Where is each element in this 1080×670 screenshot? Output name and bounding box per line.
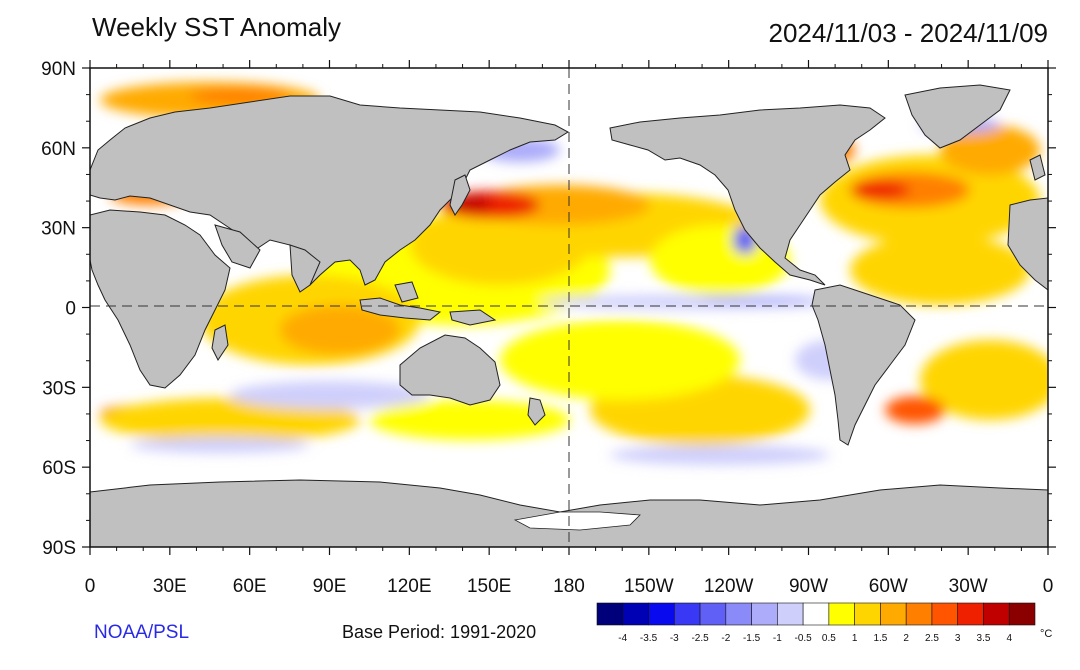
colorbar-label: -1.5: [743, 633, 761, 644]
latitude-axis: 90N 60N 30N 0 30S 60S 90S: [41, 59, 1056, 559]
colorbar-label: -3: [670, 633, 679, 644]
colorbar-swatch: [596, 602, 624, 626]
land-borneo: [394, 281, 419, 303]
land-west-africa-right: [1007, 197, 1048, 291]
land-indonesia: [359, 297, 442, 321]
land-arabia: [214, 224, 261, 269]
colorbar-swatch: [854, 602, 881, 626]
land-south-america: [811, 284, 916, 446]
lon-label: 30W: [949, 576, 988, 597]
indian-ocean-core: [280, 305, 400, 355]
colorbar-swatch: [622, 602, 649, 626]
south-atlantic-confluence: [885, 396, 945, 424]
colorbar-swatch: [802, 602, 830, 626]
colorbar-label: 4: [1006, 633, 1012, 644]
lat-label: 60S: [42, 458, 76, 479]
land-africa: [90, 209, 231, 389]
land-uk: [1029, 154, 1046, 181]
map-title: Weekly SST Anomaly: [92, 12, 342, 42]
colorbar-swatch: [777, 602, 804, 626]
colorbar-label: 2: [903, 633, 909, 644]
anomaly-field: [100, 82, 1048, 465]
lon-label: 150W: [624, 576, 674, 597]
colorbar-swatch: [905, 602, 933, 626]
colorbar-swatch: [673, 602, 701, 626]
colorbar-label: 3: [955, 633, 961, 644]
colorbar-label: 0.5: [822, 633, 836, 644]
southern-ocean-cool-1: [230, 381, 430, 409]
lat-label: 60N: [41, 139, 76, 160]
southern-ocean-cool-2: [610, 445, 830, 465]
labrador-warm: [940, 125, 1040, 175]
colorbar-label: 3.5: [977, 633, 991, 644]
colorbar-label: 2.5: [925, 633, 939, 644]
lon-label: 0: [1043, 576, 1054, 597]
lat-label: 90N: [41, 59, 76, 80]
southern-ocean-cool-3: [130, 437, 310, 453]
south-indian-yellow: [100, 398, 360, 442]
lon-label: 90E: [313, 576, 347, 597]
colorbar-swatch: [648, 602, 675, 626]
tropical-atlantic: [850, 235, 1030, 305]
lat-label: 90S: [42, 538, 76, 559]
colorbar-swatch: [751, 602, 778, 626]
colorbar-label: -1: [773, 633, 782, 644]
ross-ice-shelf: [513, 511, 641, 531]
colorbar-label: 1.5: [873, 633, 887, 644]
colorbar-swatch: [699, 602, 727, 626]
atlantic-gulfstream: [850, 181, 910, 199]
equatorial-cool-core: [700, 296, 820, 304]
colorbar: -4 -3.5 -3 -2.5 -2 -1.5 -1 -0.5 0.5 1 1.5 2 2.5 3 3.5 4: [596, 602, 1036, 644]
south-east-indian-yellow: [370, 400, 570, 440]
lat-label: 0: [65, 299, 76, 320]
colorbar-label: -2.5: [691, 633, 709, 644]
lon-label: 30E: [153, 576, 187, 597]
land: [90, 84, 1048, 547]
colorbar-swatch: [983, 602, 1010, 626]
colorbar-swatch: [931, 602, 959, 626]
colorbar-label: 1: [852, 633, 858, 644]
base-period: Base Period: 1991-2020: [342, 622, 537, 642]
colorbar-swatch: [725, 602, 752, 626]
land-north-america: [609, 104, 886, 286]
colorbar-label: -4: [618, 633, 627, 644]
lon-label: 0: [85, 576, 96, 597]
south-pacific-yellow: [500, 320, 740, 400]
lon-label: 60E: [233, 576, 267, 597]
land-greenland: [904, 84, 1011, 149]
land-madagascar: [211, 324, 229, 361]
longitude-axis: 0 30E 60E 90E 120E 150E 180 150W 120W 90W 60W 30W 0: [85, 60, 1054, 597]
lon-label: 150E: [467, 576, 511, 597]
colorbar-swatch: [1008, 602, 1036, 626]
colorbar-unit: °C: [1040, 628, 1053, 640]
lat-label: 30N: [41, 219, 76, 240]
lon-label: 180: [553, 576, 585, 597]
colorbar-label: -0.5: [795, 633, 813, 644]
land-india: [289, 244, 321, 293]
lon-label: 120W: [704, 576, 754, 597]
colorbar-swatch: [957, 602, 984, 626]
land-new-guinea: [449, 309, 497, 326]
lon-label: 120E: [387, 576, 431, 597]
date-range: 2024/11/03 - 2024/11/09: [768, 18, 1049, 48]
lon-label: 90W: [789, 576, 828, 597]
credit-label: NOAA/PSL: [94, 622, 190, 643]
colorbar-label: -2: [721, 633, 730, 644]
land-new-zealand: [527, 397, 546, 426]
colorbar-label: -3.5: [640, 633, 658, 644]
land-eurasia: [90, 95, 570, 286]
land-japan: [449, 174, 471, 216]
lat-label: 30S: [42, 378, 76, 399]
colorbar-swatch: [880, 602, 907, 626]
land-australia: [399, 334, 501, 406]
lon-label: 60W: [869, 576, 908, 597]
colorbar-swatch: [828, 602, 855, 626]
south-atlantic-warm: [920, 340, 1048, 420]
